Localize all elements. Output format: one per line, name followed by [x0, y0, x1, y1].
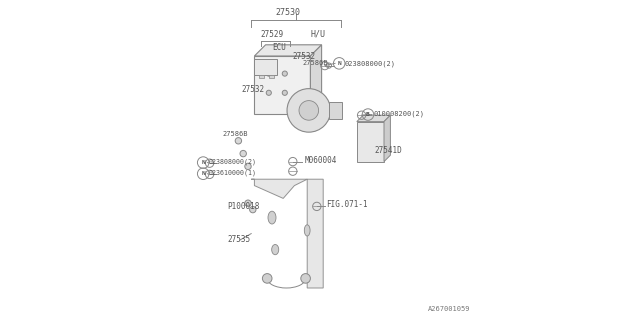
Circle shape [266, 90, 271, 95]
Circle shape [266, 71, 271, 76]
Text: N: N [202, 160, 205, 165]
Polygon shape [251, 179, 323, 288]
Text: 023610000(1): 023610000(1) [209, 170, 257, 176]
Text: 27529: 27529 [261, 30, 284, 39]
FancyBboxPatch shape [269, 75, 274, 78]
Circle shape [262, 274, 272, 283]
FancyBboxPatch shape [259, 75, 264, 78]
Circle shape [250, 206, 256, 213]
Circle shape [245, 200, 251, 206]
Circle shape [236, 138, 242, 144]
Circle shape [301, 274, 310, 283]
Text: 27535: 27535 [227, 236, 250, 244]
FancyBboxPatch shape [357, 122, 384, 162]
Text: N: N [337, 61, 341, 66]
FancyBboxPatch shape [254, 56, 310, 114]
Polygon shape [357, 115, 390, 122]
Text: 27541D: 27541D [374, 146, 402, 155]
Text: 023808000(2): 023808000(2) [209, 158, 257, 165]
Text: 023808000(2): 023808000(2) [345, 60, 396, 67]
Circle shape [299, 100, 319, 120]
Text: A267001059: A267001059 [428, 306, 470, 312]
Polygon shape [310, 45, 322, 114]
Text: 27532: 27532 [242, 85, 265, 94]
Ellipse shape [305, 225, 310, 236]
Circle shape [240, 150, 246, 157]
Polygon shape [384, 115, 390, 162]
Circle shape [245, 163, 251, 170]
Text: 27586B: 27586B [223, 132, 248, 137]
Polygon shape [254, 45, 322, 56]
Ellipse shape [268, 211, 276, 224]
Text: H/U: H/U [310, 29, 325, 38]
Circle shape [287, 89, 331, 132]
FancyBboxPatch shape [329, 102, 342, 119]
Text: 010008200(2): 010008200(2) [374, 110, 425, 117]
Circle shape [282, 71, 287, 76]
Text: P100018: P100018 [227, 202, 260, 211]
FancyBboxPatch shape [254, 59, 277, 75]
Text: N: N [202, 171, 205, 176]
Text: 27586B: 27586B [302, 60, 328, 66]
Circle shape [282, 90, 287, 95]
Text: M060004: M060004 [305, 156, 337, 164]
Text: B: B [366, 112, 370, 117]
Text: ECU: ECU [272, 43, 286, 52]
Ellipse shape [272, 244, 279, 255]
Text: 27530: 27530 [275, 8, 301, 17]
Text: FIG.071-1: FIG.071-1 [326, 200, 368, 209]
Text: 27532: 27532 [292, 52, 316, 60]
